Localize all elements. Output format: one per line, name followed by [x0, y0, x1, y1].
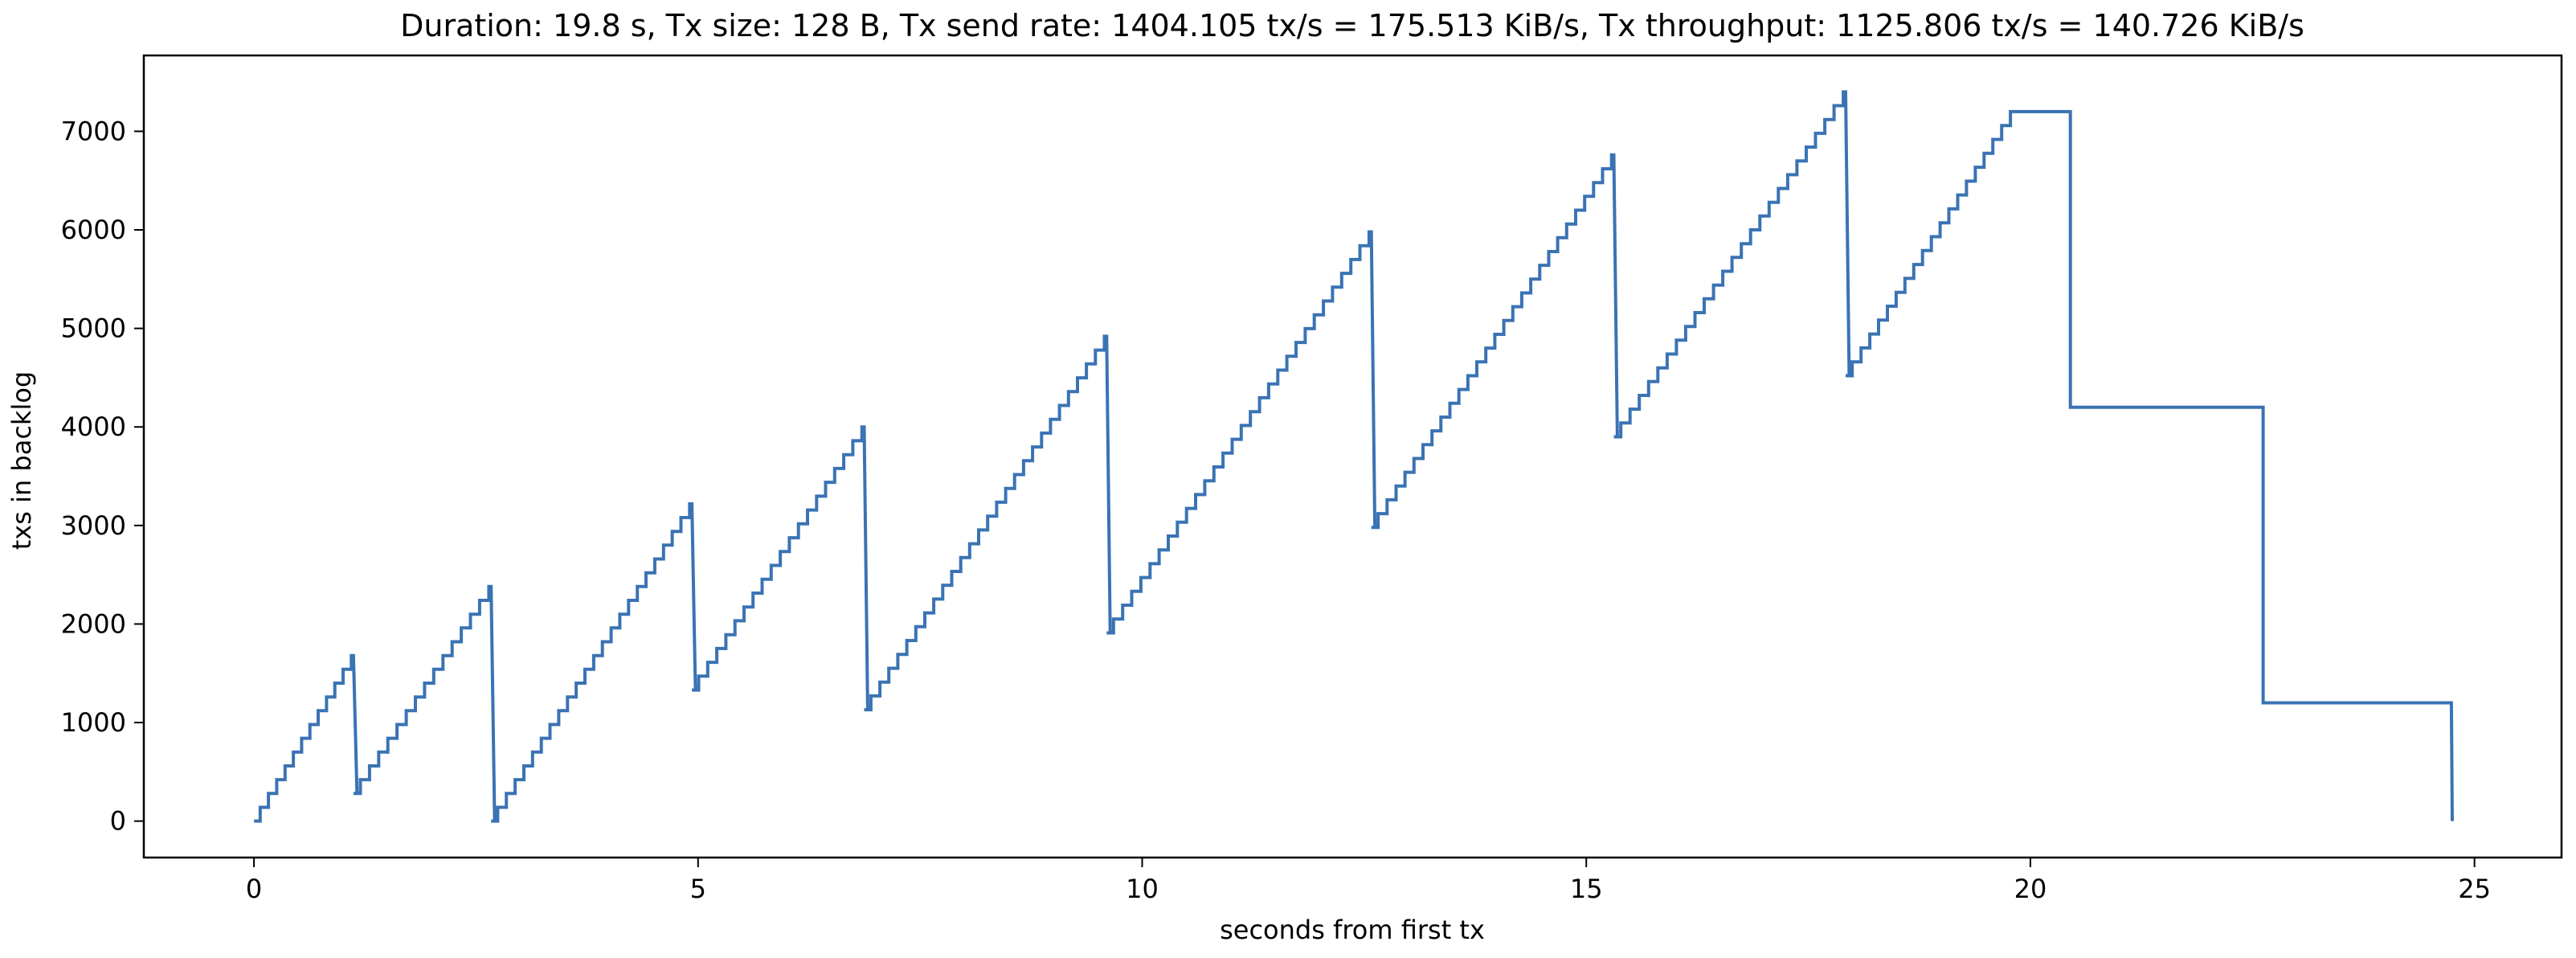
x-axis-label: seconds from first tx: [1220, 915, 1485, 945]
chart-title: Duration: 19.8 s, Tx size: 128 B, Tx sen…: [400, 8, 2304, 43]
y-tick-label: 3000: [61, 510, 126, 541]
x-tick-label: 20: [2014, 874, 2047, 904]
plot-frame: [142, 54, 2563, 859]
x-tick-label: 5: [690, 874, 706, 904]
y-tick-label: 5000: [61, 313, 126, 344]
y-tick-label: 0: [110, 806, 126, 837]
x-tick-label: 0: [246, 874, 262, 904]
y-tick-label: 6000: [61, 215, 126, 245]
x-tick-label: 25: [2458, 874, 2491, 904]
y-tick-label: 1000: [61, 707, 126, 738]
series-layer: [254, 90, 2454, 823]
x-axis-ticks: 0 5 10 15 20 25: [246, 858, 2491, 904]
y-axis-ticks: 0 1000 2000 3000 4000 5000 6000 7000: [61, 116, 144, 837]
y-tick-label: 7000: [61, 116, 126, 146]
x-tick-label: 15: [1570, 874, 1603, 904]
x-tick-label: 10: [1126, 874, 1159, 904]
y-axis-label: txs in backlog: [6, 371, 37, 551]
series-line: [254, 90, 2454, 823]
y-tick-label: 4000: [61, 411, 126, 442]
plot-border: [142, 54, 2563, 859]
y-tick-label: 2000: [61, 608, 126, 639]
